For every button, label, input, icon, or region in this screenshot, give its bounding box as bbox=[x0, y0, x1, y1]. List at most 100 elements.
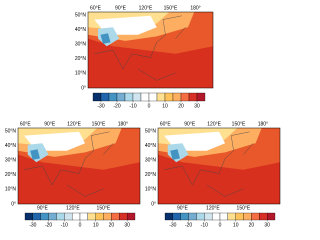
lon-label: 120°E bbox=[207, 121, 221, 127]
lon-label: 60°E bbox=[160, 121, 172, 127]
lat-label: 40°N bbox=[75, 27, 87, 33]
lat-label: 0° bbox=[81, 85, 86, 91]
lon-label: 150°E bbox=[92, 121, 106, 127]
figure: 60°E 90°E 120°E 150°E 180° 50°N 40°N 30°N 20°N 10… bbox=[5, 5, 281, 228]
lat-label: 20°N bbox=[75, 56, 87, 62]
colorbar-label: -10 bbox=[129, 103, 136, 109]
lat-label: 30°N bbox=[75, 42, 87, 48]
colorbar-label: 10 bbox=[93, 222, 99, 228]
patch-dark-blue bbox=[170, 149, 180, 160]
colorbar-label: 10 bbox=[162, 103, 168, 109]
colorbar-cell bbox=[116, 92, 126, 102]
colorbar-cell bbox=[100, 92, 110, 102]
lon-label: 90°E bbox=[37, 205, 49, 211]
colorbar-cell bbox=[196, 212, 205, 221]
colorbar-cell bbox=[196, 92, 206, 102]
colorbar-cell bbox=[103, 212, 112, 221]
lat-label: 30°N bbox=[5, 158, 17, 164]
lon-label: 90°E bbox=[184, 121, 196, 127]
patch-dark-blue bbox=[100, 33, 111, 44]
lon-label: 90°E bbox=[177, 205, 189, 211]
map bbox=[158, 128, 280, 204]
colorbar-cell bbox=[243, 212, 252, 221]
colorbar-label: 30 bbox=[124, 222, 130, 228]
colorbar-cell bbox=[79, 212, 89, 221]
map bbox=[18, 128, 140, 204]
lat-label: 10°N bbox=[145, 187, 157, 193]
colorbar-cell bbox=[180, 92, 190, 102]
lon-label: 180° bbox=[258, 121, 268, 127]
colorbar-label: 20 bbox=[178, 103, 184, 109]
lon-label: 150°E bbox=[232, 121, 246, 127]
colorbar-cell bbox=[95, 212, 104, 221]
colorbar-label: 20 bbox=[109, 222, 115, 228]
colorbar-cell bbox=[40, 212, 49, 221]
colorbar-cell bbox=[204, 212, 213, 221]
colorbar-cell bbox=[108, 92, 118, 102]
colorbar-cell bbox=[148, 92, 158, 102]
colorbar-cell bbox=[211, 212, 221, 221]
colorbar-label: -20 bbox=[45, 222, 52, 228]
lat-label: 0° bbox=[11, 201, 16, 207]
lon-label: 150°E bbox=[237, 205, 251, 211]
lat-label: 40°N bbox=[5, 143, 17, 149]
lat-label: 20°N bbox=[5, 172, 17, 178]
lat-label: 50°N bbox=[145, 128, 157, 134]
colorbar-cell bbox=[140, 92, 150, 102]
colorbar-label: 20 bbox=[249, 222, 255, 228]
colorbar-label: 30 bbox=[264, 222, 270, 228]
colorbar-cell bbox=[32, 212, 41, 221]
lat-label: 30°N bbox=[145, 158, 157, 164]
colorbar-cell bbox=[111, 212, 120, 221]
colorbar-label: 30 bbox=[194, 103, 200, 109]
colorbar-cell bbox=[132, 92, 142, 102]
lat-label: 40°N bbox=[145, 143, 157, 149]
coastline bbox=[94, 15, 186, 81]
map-frame bbox=[157, 127, 281, 205]
colorbar-cell bbox=[180, 212, 189, 221]
colorbar-label: -30 bbox=[29, 222, 36, 228]
colorbar-cell bbox=[48, 212, 57, 221]
colorbar-cell bbox=[164, 212, 174, 221]
lat-label: 50°N bbox=[5, 128, 17, 134]
colorbar-cell bbox=[87, 212, 96, 221]
coastline bbox=[164, 131, 254, 197]
colorbar-cell bbox=[266, 212, 276, 221]
lon-label: 120°E bbox=[66, 205, 80, 211]
colorbar-cell bbox=[164, 92, 174, 102]
lat-label: 10°N bbox=[75, 71, 87, 77]
lat-label: 20°N bbox=[145, 172, 157, 178]
colorbar-label: 0 bbox=[79, 222, 82, 228]
colorbar-label: -20 bbox=[185, 222, 192, 228]
colorbar-cell bbox=[251, 212, 260, 221]
colorbar-cell bbox=[235, 212, 244, 221]
patch-dark-blue bbox=[30, 149, 40, 160]
map-frame bbox=[17, 127, 141, 205]
colorbar-cell bbox=[24, 212, 34, 221]
lon-label: 180° bbox=[190, 5, 200, 11]
colorbar-cell bbox=[227, 212, 236, 221]
colorbar-label: -30 bbox=[169, 222, 176, 228]
lon-label: 120°E bbox=[67, 121, 81, 127]
colorbar-label: -10 bbox=[201, 222, 208, 228]
colorbar-cell bbox=[172, 92, 182, 102]
map-frame bbox=[87, 11, 214, 89]
colorbar-label: -10 bbox=[61, 222, 68, 228]
colorbar-cell bbox=[172, 212, 181, 221]
map bbox=[88, 12, 213, 88]
lat-label: 50°N bbox=[75, 12, 87, 18]
colorbar-label: -30 bbox=[97, 103, 104, 109]
colorbar-cell bbox=[71, 212, 81, 221]
colorbar-cell bbox=[124, 92, 134, 102]
lon-label: 120°E bbox=[139, 5, 153, 11]
colorbar-cell bbox=[119, 212, 128, 221]
colorbar-cell bbox=[56, 212, 65, 221]
lat-label: 0° bbox=[151, 201, 156, 207]
colorbar-cell bbox=[92, 92, 102, 102]
colorbar-label: -20 bbox=[113, 103, 120, 109]
lat-label: 10°N bbox=[5, 187, 17, 193]
coastline bbox=[24, 131, 114, 197]
colorbar-cell bbox=[219, 212, 229, 221]
colorbar-cell bbox=[156, 92, 166, 102]
lon-label: 90°E bbox=[115, 5, 127, 11]
